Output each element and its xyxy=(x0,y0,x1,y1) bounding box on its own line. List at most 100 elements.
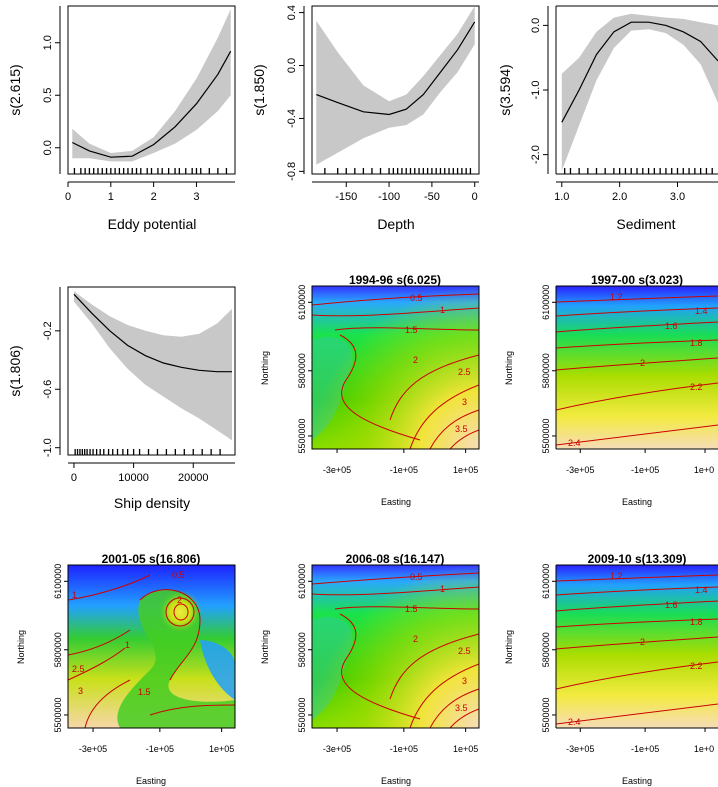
contour-line xyxy=(556,321,718,333)
heatmap-panel-1994-96: 1994-96 s(6.025) 0.5 1 1.5 2 2.5 3 3.5 -… xyxy=(260,273,480,507)
y-tick-label: 6100000 xyxy=(297,285,307,320)
contour-line xyxy=(556,295,718,303)
rug-marks xyxy=(73,168,228,174)
panel-title: 1997-00 s(3.023) xyxy=(591,273,683,287)
contour-line xyxy=(429,409,479,449)
contour-label: 1.2 xyxy=(610,571,623,581)
x-tick-label: 2.0 xyxy=(612,191,627,203)
contour-line xyxy=(312,293,479,306)
contour-line xyxy=(556,357,718,371)
plot-frame xyxy=(311,564,480,729)
contour-line xyxy=(173,603,189,621)
x-axis-title: Easting xyxy=(622,497,652,507)
panel-title: 2009-10 s(13.309) xyxy=(588,552,687,566)
x-tick-label: -3e+05 xyxy=(323,465,351,475)
green-blob xyxy=(117,589,235,728)
x-tick-label: 1e+0 xyxy=(694,744,714,754)
smooth-panel-sediment: 1.0 2.0 3.0 -2.0 -1.0 0.0 Sediment s(3.594) xyxy=(497,5,718,232)
x-axis: -150 -100 -50 0 xyxy=(312,181,479,203)
contour-line xyxy=(409,663,479,728)
contour-label: 3.5 xyxy=(455,703,468,713)
y-axis-title: Northing xyxy=(260,351,270,385)
y-axis: 5500000 5800000 6100000 xyxy=(297,285,312,453)
contour-line xyxy=(556,703,718,725)
contour-label: 2.5 xyxy=(72,664,85,674)
contour-line xyxy=(449,708,479,728)
contour-label: 2 xyxy=(640,637,645,647)
contour-line xyxy=(68,574,151,601)
x-tick-label: 0 xyxy=(65,191,71,203)
x-tick-label: -1e+05 xyxy=(146,744,174,754)
rug-marks xyxy=(324,168,472,174)
heatmap-panel-1997-00: 1997-00 s(3.023) 1.2 1.4 1.6 1.8 2 2.2 2… xyxy=(504,273,718,507)
contour-line xyxy=(312,586,479,596)
panel-title: 1994-96 s(6.025) xyxy=(349,273,441,287)
y-tick-label: 0.4 xyxy=(286,5,298,20)
contour-line xyxy=(334,327,479,331)
x-tick-label: 2 xyxy=(151,191,157,203)
y-tick-label: -0.4 xyxy=(286,109,298,128)
hot-spot xyxy=(158,590,202,634)
y-tick-label: 6100000 xyxy=(53,564,63,599)
x-axis: -3e+05 -1e+05 1e+05 xyxy=(323,728,478,754)
x-axis: -3e+05 -1e+05 1e+05 xyxy=(79,728,234,754)
y-tick-label: 5800000 xyxy=(541,353,551,388)
y-axis-title: s(1.806) xyxy=(7,345,23,396)
smooth-line xyxy=(72,50,232,158)
y-axis: -1.0 -0.6 -0.2 xyxy=(42,287,61,457)
contour-label: 1.6 xyxy=(665,600,678,610)
contour-line xyxy=(334,606,479,610)
contour-label: 1 xyxy=(440,305,445,315)
contour-label: 2 xyxy=(640,358,645,368)
y-tick-label: 0.0 xyxy=(530,18,542,33)
contour-line xyxy=(556,661,718,690)
confidence-band xyxy=(74,291,232,441)
x-tick-label: 1e+05 xyxy=(453,744,478,754)
y-axis: 0.0 0.5 1.0 xyxy=(42,6,61,174)
contour-label: 3 xyxy=(462,397,467,407)
heatmap-panel-2009-10: 2009-10 s(13.309) 1.2 1.4 1.6 1.8 2 2.2 … xyxy=(504,552,718,786)
contour-line xyxy=(556,307,718,317)
contour-label: 2.2 xyxy=(690,661,703,671)
y-tick-label: 5500000 xyxy=(297,418,307,453)
contour-label: 1.8 xyxy=(690,338,703,348)
contour-label: 1.4 xyxy=(695,306,708,316)
y-axis: -0.8 -0.4 0.0 0.4 xyxy=(286,5,305,181)
y-axis: 5500000 5800000 6100000 xyxy=(53,564,68,732)
x-tick-label: -3e+05 xyxy=(323,744,351,754)
contour-label: 1.4 xyxy=(695,585,708,595)
x-axis-title: Sediment xyxy=(616,216,675,232)
x-tick-label: 1e+05 xyxy=(209,744,234,754)
y-tick-label: 6100000 xyxy=(541,285,551,320)
contour-line xyxy=(339,334,421,441)
y-axis-title: s(1.850) xyxy=(251,64,267,115)
smooth-line xyxy=(316,21,476,116)
x-axis-title: Easting xyxy=(381,776,411,786)
y-axis-title: Northing xyxy=(504,630,514,664)
x-tick-label: -150 xyxy=(335,191,357,203)
contour-label: 1.5 xyxy=(138,687,151,697)
smooth-panel-depth: -150 -100 -50 0 -0.8 -0.4 0.0 0.4 Depth s(1.85… xyxy=(251,5,480,232)
x-axis-title: Eddy potential xyxy=(108,216,197,232)
x-axis-title: Easting xyxy=(136,776,166,786)
y-axis-title: Northing xyxy=(504,351,514,385)
contour-line xyxy=(389,633,479,700)
y-tick-label: 1.0 xyxy=(42,35,54,50)
x-axis-title: Easting xyxy=(622,776,652,786)
smooth-line xyxy=(561,21,718,123)
panel-title: 2006-08 s(16.147) xyxy=(346,552,445,566)
y-axis-title: Northing xyxy=(260,630,270,664)
confidence-band xyxy=(561,13,718,171)
x-tick-label: -1e+05 xyxy=(631,465,659,475)
contour-line xyxy=(449,429,479,449)
plot-frame xyxy=(311,285,480,450)
x-tick-label: 1e+0 xyxy=(694,465,714,475)
contour-line xyxy=(556,574,718,582)
contour-label: 1.5 xyxy=(405,325,418,335)
confidence-band xyxy=(316,6,475,165)
smooth-line xyxy=(73,293,232,373)
contour-line xyxy=(68,629,131,656)
contour-line xyxy=(429,688,479,728)
contour-label: 1.2 xyxy=(610,292,623,302)
contour-label: 0.5 xyxy=(410,293,423,303)
